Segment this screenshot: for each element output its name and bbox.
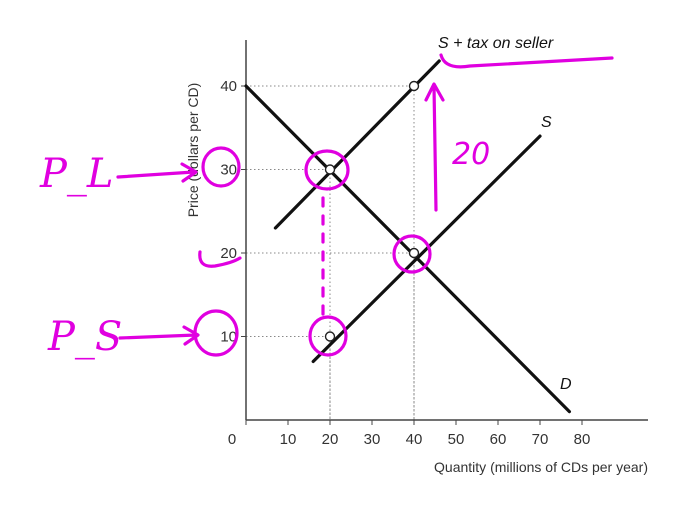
y-tick-label: 20 <box>220 245 237 262</box>
x-tick-label: 70 <box>532 431 549 448</box>
reference-point <box>324 164 336 175</box>
reference-point <box>324 331 336 342</box>
x-tick-label: 20 <box>322 431 339 448</box>
underline-tax-label <box>439 53 614 69</box>
mark-tick-20 <box>198 250 242 268</box>
demand-label: D <box>560 376 572 393</box>
supply-label: S <box>541 114 552 131</box>
x-tick-label: 60 <box>490 431 507 448</box>
seller-price-arrow <box>118 325 200 346</box>
axes <box>245 40 648 421</box>
supply-curve <box>311 134 542 364</box>
circle-tick-30 <box>201 146 241 188</box>
tax-arrow <box>424 82 445 212</box>
circle-point-40-20 <box>392 234 432 274</box>
x-axis-title: Quantity (millions of CDs per year) <box>434 459 648 475</box>
y-tick-label: 40 <box>220 78 237 95</box>
seller-price-label: P_S <box>47 314 122 360</box>
x-tick-label: 80 <box>574 431 591 448</box>
tax-amount-label: 20 <box>452 137 490 172</box>
handwritten-annotations: 20 P_L P_S <box>39 53 614 360</box>
supply-plus-tax-label: S + tax on seller <box>438 35 554 52</box>
x-tick-label: 10 <box>280 431 297 448</box>
reference-point <box>408 80 420 92</box>
y-tick-label: 30 <box>220 162 237 179</box>
reference-points <box>324 80 420 342</box>
axis-ticks: 0 10 20 30 40 50 60 70 80 10 20 30 40 <box>220 78 590 448</box>
circle-point-20-10 <box>308 315 348 357</box>
demand-curve <box>244 84 572 414</box>
buyer-price-label: P_L <box>39 151 113 197</box>
buyer-price-arrow <box>116 162 198 183</box>
x-tick-label: 50 <box>448 431 465 448</box>
circle-point-20-30 <box>304 149 350 191</box>
y-tick-label: 10 <box>220 329 237 346</box>
circle-tick-10 <box>193 309 239 357</box>
dotted-guide-lines <box>246 85 415 420</box>
reference-point <box>408 247 420 259</box>
x-tick-label: 40 <box>406 431 423 448</box>
x-tick-label: 0 <box>228 431 236 448</box>
y-axis-title: Price (dollars per CD) <box>185 83 201 218</box>
x-tick-label: 30 <box>364 431 381 448</box>
